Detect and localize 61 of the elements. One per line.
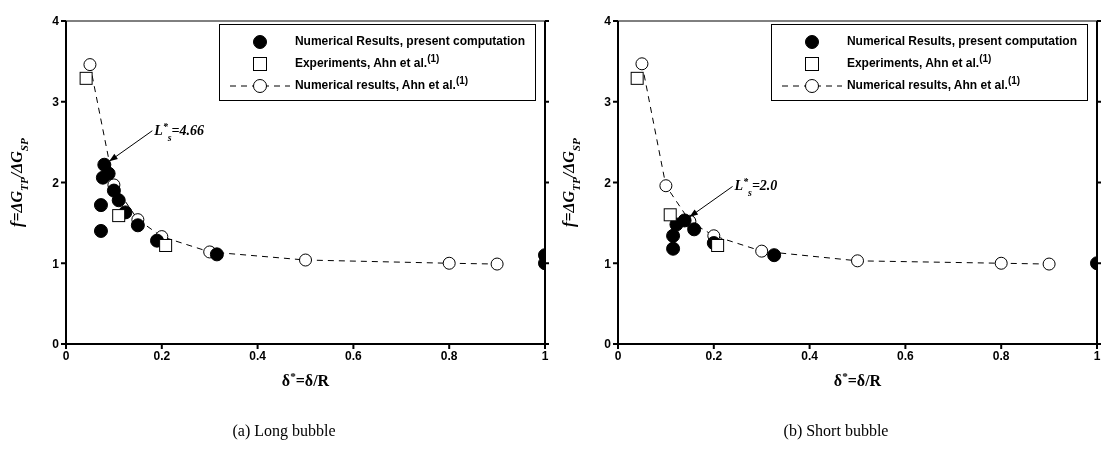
point [130, 218, 145, 233]
point [95, 170, 110, 185]
point [490, 257, 504, 271]
point [663, 208, 677, 222]
y-tick-label: 0 [52, 337, 60, 352]
point [994, 256, 1008, 270]
legend-label: Experiments, Ahn et al.$^{(1)}$ [846, 53, 992, 70]
x-tick-label: 0.8 [992, 348, 1010, 363]
point [111, 193, 126, 208]
x-tick-label: 0.2 [705, 348, 723, 363]
point [79, 71, 93, 85]
point [442, 256, 456, 270]
annotation: L$^{*}$$_{s}$=4.66 [153, 120, 205, 143]
point [767, 248, 782, 263]
x-tick-label: 0.8 [440, 348, 458, 363]
x-axis-title: δ$^{*}$=δ/R [281, 370, 330, 389]
y-tick-label: 4 [604, 14, 612, 29]
y-tick-label: 3 [52, 95, 60, 110]
text: (b) Short bubble [782, 422, 890, 440]
y-tick-label: 1 [52, 256, 60, 271]
legend-label: Numerical results, Ahn et al.$^{(1)}$ [294, 75, 469, 92]
point [687, 222, 702, 237]
legend-label: Numerical Results, present computation [846, 34, 1077, 48]
point [851, 254, 864, 268]
point [112, 209, 126, 223]
point [666, 241, 681, 256]
x-axis-title: δ$^{*}$=δ/R [833, 370, 882, 389]
y-tick-label: 0 [604, 337, 612, 352]
point [630, 71, 644, 85]
annotation: L$^{*}$$_{s}$=2.0 [733, 175, 778, 198]
x-tick-label: 0.6 [897, 348, 915, 363]
point [635, 57, 649, 71]
x-tick-label: 0.6 [345, 348, 363, 363]
point [106, 183, 121, 198]
point [1042, 257, 1056, 271]
point [659, 179, 673, 193]
legend-label: Numerical results, Ahn et al.$^{(1)}$ [846, 75, 1021, 92]
legend-label: Experiments, Ahn et al.$^{(1)}$ [294, 53, 440, 70]
point [711, 238, 725, 252]
point [755, 244, 769, 258]
x-tick-label: 0 [62, 348, 70, 363]
y-tick-label: 2 [52, 175, 60, 190]
point [83, 58, 97, 72]
x-tick-label: 0 [614, 348, 622, 363]
point [93, 198, 108, 213]
text: (a) Long bubble [231, 422, 337, 440]
y-tick-label: 1 [604, 256, 612, 271]
x-tick-label: 0.4 [801, 348, 819, 363]
point [209, 247, 224, 262]
legend-label: Numerical Results, present computation [294, 34, 525, 48]
x-tick-label: 1 [1093, 348, 1101, 363]
y-tick-label: 3 [604, 95, 612, 110]
x-tick-label: 1 [541, 348, 549, 363]
point [159, 238, 173, 252]
y-tick-label: 2 [604, 175, 612, 190]
x-tick-label: 0.2 [153, 348, 171, 363]
y-tick-label: 4 [52, 14, 60, 29]
point [93, 223, 108, 238]
x-tick-label: 0.4 [249, 348, 267, 363]
point [666, 228, 681, 243]
point [677, 213, 692, 228]
